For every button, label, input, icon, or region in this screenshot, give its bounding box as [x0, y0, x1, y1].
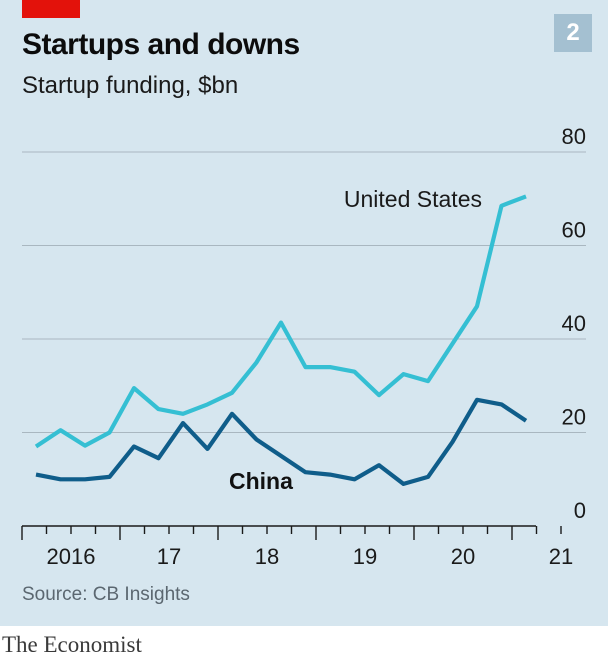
series-label-china: China: [229, 468, 293, 494]
chart-card: Startups and downs Startup funding, $bn …: [0, 0, 608, 626]
source-note: Source: CB Insights: [22, 584, 190, 605]
x-tick-label: 19: [353, 544, 377, 569]
gridlines: [22, 151, 586, 433]
x-tick-label: 2016: [47, 544, 96, 569]
x-tick-label: 18: [255, 544, 279, 569]
series-label-united-states: United States: [344, 186, 482, 212]
chart-number-badge: 2: [554, 14, 592, 52]
x-tick-label: 17: [157, 544, 181, 569]
series-line-china: [35, 397, 528, 486]
series-labels: United States China: [229, 186, 482, 494]
series-lines: [34, 194, 528, 486]
chart-title: Startups and downs: [22, 28, 300, 61]
line-chart: 0 20 40 60 80 2016 17 18 19 20 21 United States Ch…: [21, 124, 586, 569]
y-tick-label: 60: [562, 218, 586, 243]
x-tick-label: 20: [451, 544, 475, 569]
y-tick-label: 40: [562, 311, 586, 336]
y-axis-ticks: 0 20 40 60 80: [562, 124, 586, 523]
x-tick-label: 21: [549, 544, 573, 569]
y-tick-label: 80: [562, 124, 586, 149]
x-axis: 2016 17 18 19 20 21: [21, 525, 573, 569]
chart-subtitle: Startup funding, $bn: [22, 72, 239, 99]
brand-logo-text: The Economist: [2, 632, 142, 657]
red-tag: [22, 0, 80, 18]
y-tick-label: 20: [562, 405, 586, 430]
y-tick-label: 0: [574, 498, 586, 523]
series-line-united-states: [34, 194, 527, 449]
